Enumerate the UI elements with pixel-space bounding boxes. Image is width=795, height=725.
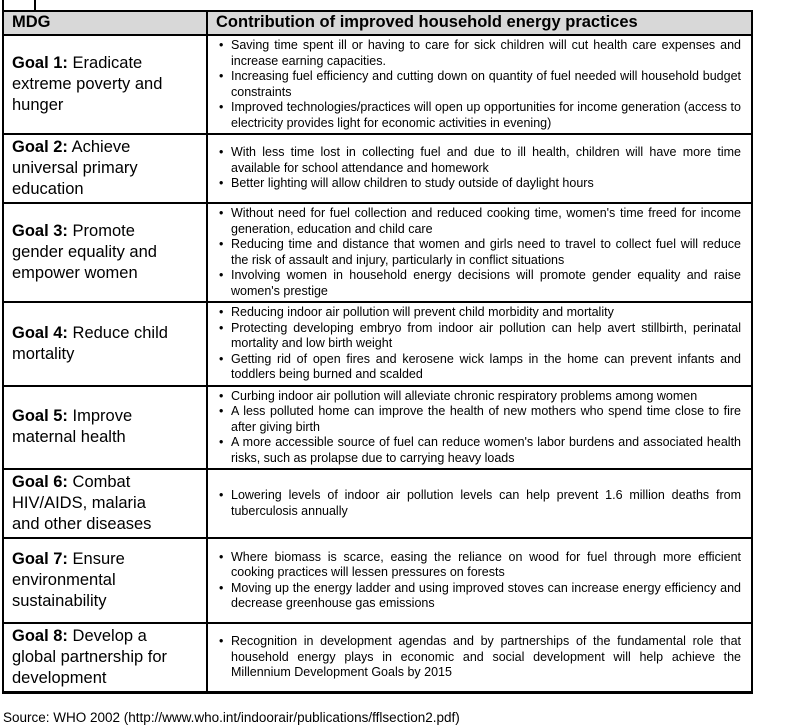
bullet-item: Moving up the energy ladder and using im…: [218, 581, 741, 612]
table-header-row: MDG Contribution of improved household e…: [2, 10, 753, 36]
goal-cell: Goal 5: Improve maternal health: [2, 384, 208, 470]
bullet-list: With less time lost in collecting fuel a…: [218, 145, 741, 192]
cropped-border-line: [2, 0, 4, 10]
contribution-cell: Curbing indoor air pollution will allevi…: [206, 384, 753, 470]
goal-cell: Goal 1: Eradicate extreme poverty and hu…: [2, 34, 208, 135]
goal-title: Eradicate extreme poverty and hunger: [12, 54, 163, 114]
bullet-item: Lowering levels of indoor air pollution …: [218, 488, 741, 519]
bullet-item: Curbing indoor air pollution will allevi…: [218, 389, 741, 405]
bullet-list: Reducing indoor air pollution will preve…: [218, 305, 741, 383]
goal-title: Promote gender equality and empower wome…: [12, 222, 157, 282]
source-note: Source: WHO 2002 (http://www.who.int/ind…: [3, 710, 460, 725]
goal-cell: Goal 3: Promote gender equality and empo…: [2, 202, 208, 303]
bullet-item: Protecting developing embryo from indoor…: [218, 321, 741, 352]
goal-cell: Goal 7: Ensure environmental sustainabil…: [2, 537, 208, 624]
bullet-list: Where biomass is scarce, easing the reli…: [218, 550, 741, 612]
contribution-cell: Where biomass is scarce, easing the reli…: [206, 537, 753, 624]
table-row-goal-8: Goal 8: Develop a global partnership for…: [2, 622, 753, 694]
goal-title: Develop a global partnership for develop…: [12, 627, 168, 687]
bullet-item: A more accessible source of fuel can red…: [218, 435, 741, 466]
bullet-item: With less time lost in collecting fuel a…: [218, 145, 741, 176]
table-row-goal-7: Goal 7: Ensure environmental sustainabil…: [2, 537, 753, 624]
goal-number-label: Goal 3:: [12, 222, 68, 240]
cropped-border-line: [34, 0, 36, 10]
bullet-list: Without need for fuel collection and red…: [218, 206, 741, 299]
table-row-goal-3: Goal 3: Promote gender equality and empo…: [2, 202, 753, 303]
bullet-item: Reducing indoor air pollution will preve…: [218, 305, 741, 321]
goal-title: Combat HIV/AIDS, malaria and other disea…: [12, 473, 152, 533]
bullet-item: Improved technologies/practices will ope…: [218, 100, 741, 131]
table-row-goal-6: Goal 6: Combat HIV/AIDS, malaria and oth…: [2, 468, 753, 539]
goal-cell: Goal 2: Achieve universal primary educat…: [2, 133, 208, 204]
contribution-cell: With less time lost in collecting fuel a…: [206, 133, 753, 204]
cropped-content-fragment: [2, 0, 795, 10]
goal-number-label: Goal 6:: [12, 473, 68, 491]
bullet-item: Increasing fuel efficiency and cutting d…: [218, 69, 741, 100]
table-row-goal-1: Goal 1: Eradicate extreme poverty and hu…: [2, 34, 753, 135]
bullet-item: Saving time spent ill or having to care …: [218, 38, 741, 69]
bullet-list: Curbing indoor air pollution will allevi…: [218, 389, 741, 467]
goal-number-label: Goal 7:: [12, 550, 68, 568]
bullet-list: Recognition in development agendas and b…: [218, 634, 741, 681]
goal-number-label: Goal 4:: [12, 323, 68, 342]
bullet-item: A less polluted home can improve the hea…: [218, 404, 741, 435]
contribution-cell: Recognition in development agendas and b…: [206, 622, 753, 694]
table-row-goal-4: Goal 4: Reduce child mortality Reducing …: [2, 301, 753, 387]
bullet-item: Better lighting will allow children to s…: [218, 176, 741, 192]
bullet-item: Where biomass is scarce, easing the reli…: [218, 550, 741, 581]
goal-title: Improve maternal health: [12, 407, 133, 447]
bullet-item: Without need for fuel collection and red…: [218, 206, 741, 237]
contribution-cell: Lowering levels of indoor air pollution …: [206, 468, 753, 539]
goal-title: Achieve universal primary education: [12, 138, 138, 198]
contribution-cell: Without need for fuel collection and red…: [206, 202, 753, 303]
contribution-cell: Reducing indoor air pollution will preve…: [206, 301, 753, 387]
goal-cell: Goal 8: Develop a global partnership for…: [2, 622, 208, 694]
contribution-cell: Saving time spent ill or having to care …: [206, 34, 753, 135]
goal-title: Ensure environmental sustainability: [12, 550, 125, 610]
goal-cell: Goal 6: Combat HIV/AIDS, malaria and oth…: [2, 468, 208, 539]
goal-number-label: Goal 1:: [12, 54, 68, 72]
goal-cell: Goal 4: Reduce child mortality: [2, 301, 208, 387]
table-row-goal-5: Goal 5: Improve maternal health Curbing …: [2, 384, 753, 470]
header-cell-mdg: MDG: [2, 10, 208, 36]
bullet-item: Recognition in development agendas and b…: [218, 634, 741, 681]
bullet-list: Lowering levels of indoor air pollution …: [218, 488, 741, 519]
bullet-item: Reducing time and distance that women an…: [218, 237, 741, 268]
goal-title: Reduce child mortality: [12, 323, 168, 363]
header-cell-contribution: Contribution of improved household energ…: [206, 10, 753, 36]
goal-number-label: Goal 2:: [12, 138, 68, 156]
bullet-item: Involving women in household energy deci…: [218, 268, 741, 299]
goal-number-label: Goal 8:: [12, 627, 68, 645]
goal-number-label: Goal 5:: [12, 407, 68, 426]
bullet-list: Saving time spent ill or having to care …: [218, 38, 741, 131]
bullet-item: Getting rid of open fires and kerosene w…: [218, 352, 741, 383]
table-row-goal-2: Goal 2: Achieve universal primary educat…: [2, 133, 753, 204]
mdg-contributions-table: MDG Contribution of improved household e…: [2, 10, 753, 694]
